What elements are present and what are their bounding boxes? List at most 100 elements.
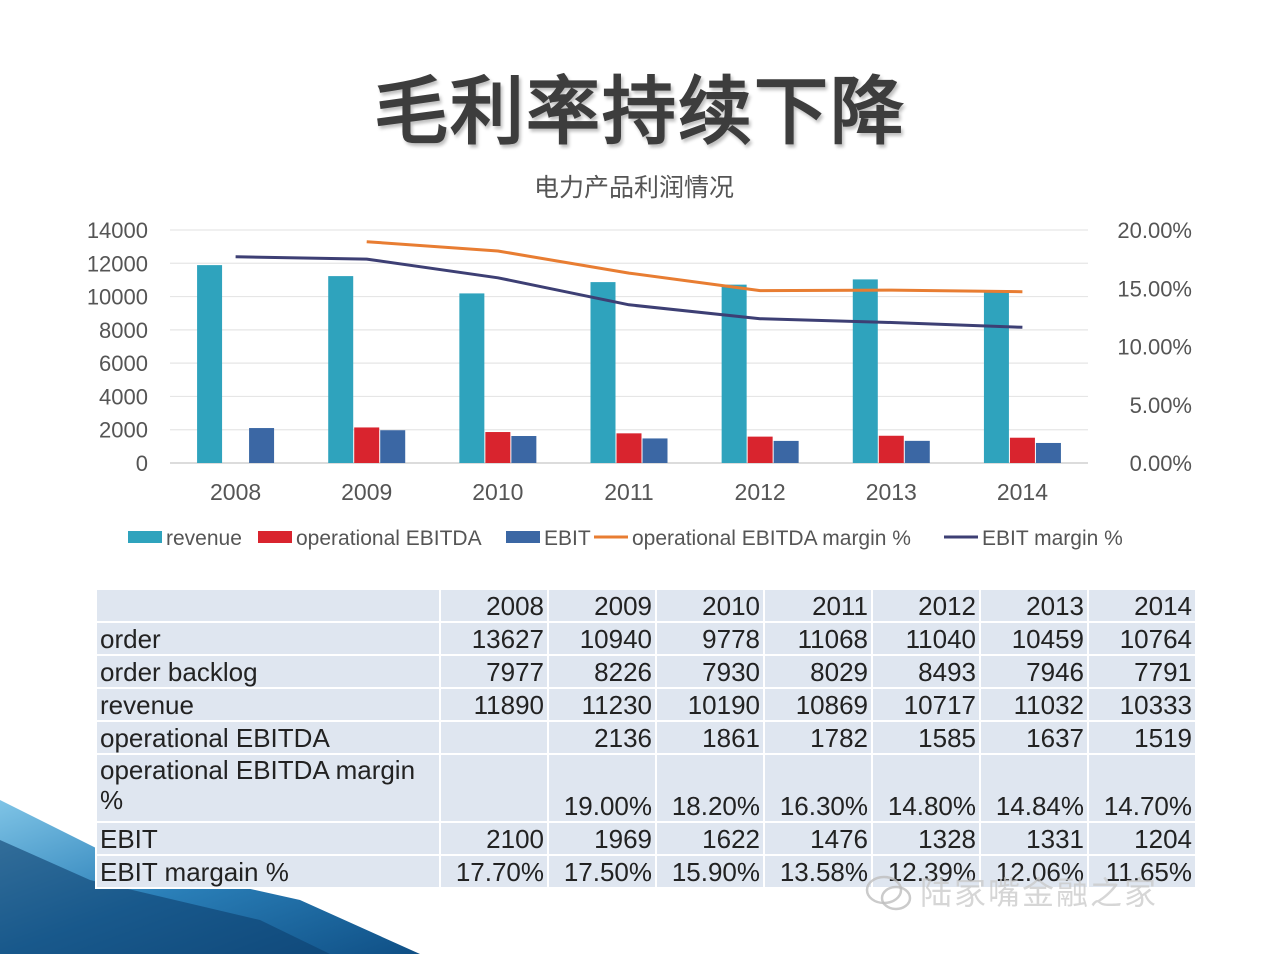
row-label: order backlog — [95, 654, 441, 689]
table-cell: 7946 — [979, 654, 1089, 689]
table-row: EBIT margain % 17.70% 17.50% 15.90% 13.58% 12… — [95, 854, 1197, 889]
table-cell: 14.70% — [1087, 753, 1197, 823]
bar-revenue — [590, 282, 616, 463]
bar-revenue — [459, 293, 485, 463]
legend-swatch — [128, 531, 162, 543]
table-cell: 10869 — [763, 687, 873, 722]
table-cell: 10940 — [547, 621, 657, 656]
x-tick-label: 2009 — [341, 479, 392, 505]
table-cell: 1622 — [655, 821, 765, 856]
y-left-tick-label: 2000 — [99, 418, 148, 443]
table-cell: 17.50% — [547, 854, 657, 889]
x-tick-label: 2012 — [735, 479, 786, 505]
row-label: EBIT — [95, 821, 441, 856]
table-cell: 11230 — [547, 687, 657, 722]
table-cell: 12.06% — [979, 854, 1089, 889]
legend-swatch — [258, 531, 292, 543]
row-label: revenue — [95, 687, 441, 722]
table-cell: 2100 — [439, 821, 549, 856]
table-cell: 7930 — [655, 654, 765, 689]
table-cell: 11.65% — [1087, 854, 1197, 889]
table-cell: 1585 — [871, 720, 981, 755]
x-tick-label: 2011 — [604, 479, 653, 505]
y-left-tick-label: 6000 — [99, 351, 148, 376]
bar-ebit — [380, 430, 406, 463]
table-cell: 19.00% — [547, 753, 657, 823]
y-right-tick-label: 0.00% — [1130, 451, 1192, 476]
bar-revenue — [197, 265, 223, 463]
table-cell: 1969 — [547, 821, 657, 856]
table-cell: 1861 — [655, 720, 765, 755]
table-cell: 1328 — [871, 821, 981, 856]
legend-label: operational EBITDA — [296, 527, 482, 550]
chart-title: 电力产品利润情况 — [534, 173, 734, 202]
table-cell: 18.20% — [655, 753, 765, 823]
y-left-tick-label: 10000 — [87, 285, 148, 310]
table-cell: 1782 — [763, 720, 873, 755]
table-cell: 17.70% — [439, 854, 549, 889]
table-cell: 1331 — [979, 821, 1089, 856]
y-left-tick-label: 14000 — [87, 218, 148, 243]
bar-revenue — [721, 284, 747, 463]
table-cell: 10764 — [1087, 621, 1197, 656]
y-left-tick-label: 8000 — [99, 318, 148, 343]
table-cell: 1637 — [979, 720, 1089, 755]
bar-revenue — [852, 279, 878, 463]
legend-swatch — [506, 531, 540, 543]
bar-ebit — [773, 440, 799, 463]
y-left-tick-label: 12000 — [87, 251, 148, 276]
x-tick-label: 2008 — [210, 479, 261, 505]
y-right-tick-label: 20.00% — [1117, 218, 1192, 243]
table-cell: 14.84% — [979, 753, 1089, 823]
line-ebit-margin- — [235, 255, 1023, 329]
legend-label: revenue — [166, 527, 242, 550]
table-row: order 13627 10940 9778 11068 11040 10459 10764 — [95, 621, 1197, 656]
row-label: operational EBITDA margin % — [95, 753, 441, 823]
row-label: order — [95, 621, 441, 656]
table-cell: 2010 — [655, 588, 765, 623]
bar-operational-ebitda — [747, 436, 773, 463]
y-right-tick-label: 15.00% — [1117, 276, 1192, 301]
x-tick-label: 2014 — [997, 479, 1048, 505]
data-table: 2008 2009 2010 2011 2012 2013 2014 order 13627 10… — [95, 588, 1197, 889]
table-cell — [439, 720, 549, 755]
table-cell: 10459 — [979, 621, 1089, 656]
y-right-tick-label: 5.00% — [1130, 393, 1192, 418]
y-left-tick-label: 4000 — [99, 384, 148, 409]
table-cell: 2013 — [979, 588, 1089, 623]
row-label — [95, 588, 441, 623]
legend-label: EBIT — [544, 527, 591, 550]
row-label: EBIT margain % — [95, 854, 441, 889]
y-left-tick-label: 0 — [136, 451, 148, 476]
table-cell: 16.30% — [763, 753, 873, 823]
bar-operational-ebitda — [878, 435, 904, 463]
table-cell: 15.90% — [655, 854, 765, 889]
bar-ebit — [249, 428, 275, 463]
table-row: operational EBITDA 2136 1861 1782 1585 1637 15… — [95, 720, 1197, 755]
bar-ebit — [1035, 442, 1061, 463]
table-cell: 2011 — [763, 588, 873, 623]
table-cell: 10333 — [1087, 687, 1197, 722]
table-cell: 10190 — [655, 687, 765, 722]
slide-title: 毛利率持续下降 — [374, 69, 906, 155]
line-operational-ebitda-margin- — [366, 240, 1023, 294]
wechat-icon — [865, 875, 912, 911]
bar-operational-ebitda — [485, 432, 511, 463]
bar-operational-ebitda — [616, 433, 642, 463]
table-cell: 13.58% — [763, 854, 873, 889]
x-tick-label: 2010 — [472, 479, 523, 505]
table-cell: 13627 — [439, 621, 549, 656]
table-cell: 2009 — [547, 588, 657, 623]
table-cell: 11040 — [871, 621, 981, 656]
bar-operational-ebitda — [354, 427, 380, 463]
table-cell: 8226 — [547, 654, 657, 689]
table-cell: 7977 — [439, 654, 549, 689]
table-cell: 11032 — [979, 687, 1089, 722]
table-cell: 2014 — [1087, 588, 1197, 623]
table-cell: 2136 — [547, 720, 657, 755]
table-cell: 7791 — [1087, 654, 1197, 689]
table-cell: 1204 — [1087, 821, 1197, 856]
table-cell: 11068 — [763, 621, 873, 656]
table-row: operational EBITDA margin % 19.00% 18.20% 1… — [95, 753, 1197, 823]
table-cell — [439, 753, 549, 823]
